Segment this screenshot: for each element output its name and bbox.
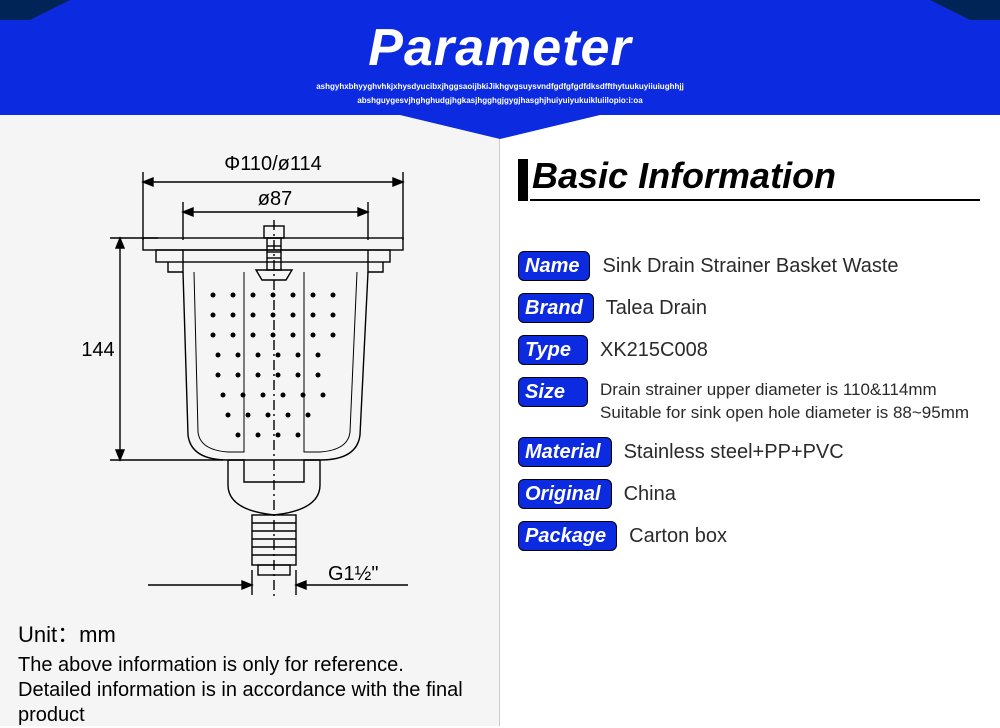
spec-label: Size bbox=[518, 377, 588, 407]
subtitle-line2: abshguygesvjhghghudgjhgkasjhgghgjgygjhas… bbox=[0, 96, 1000, 106]
spec-row: Type XK215C008 bbox=[518, 335, 980, 365]
spec-row: Package Carton box bbox=[518, 521, 980, 551]
spec-row: Material Stainless steel+PP+PVC bbox=[518, 437, 980, 467]
spec-label: Original bbox=[518, 479, 612, 509]
spec-value: Sink Drain Strainer Basket Waste bbox=[602, 251, 980, 280]
svg-text:144: 144 bbox=[81, 339, 114, 361]
spec-label: Type bbox=[518, 335, 588, 365]
spec-row: Original China bbox=[518, 479, 980, 509]
spec-value: XK215C008 bbox=[600, 335, 980, 364]
page-title: Parameter bbox=[0, 18, 1000, 78]
spec-label: Brand bbox=[518, 293, 594, 323]
spec-row: Size Drain strainer upper diameter is 110… bbox=[518, 377, 980, 425]
banner-arrow bbox=[400, 115, 600, 139]
spec-label: Name bbox=[518, 251, 590, 281]
section-accent-bar bbox=[518, 159, 528, 201]
reference-note: The above information is only for refere… bbox=[18, 653, 481, 728]
info-panel: Basic Information Name Sink Drain Straine… bbox=[500, 115, 1000, 726]
section-header: Basic Information bbox=[518, 155, 980, 201]
section-title: Basic Information bbox=[530, 155, 980, 201]
spec-value: Talea Drain bbox=[606, 293, 980, 322]
spec-row: Brand Talea Drain bbox=[518, 293, 980, 323]
diagram-panel: Φ110/ø114 ø87 bbox=[0, 115, 500, 726]
header-banner: Parameter ashgyhxbhyyghvhkjxhysdyucibxjh… bbox=[0, 0, 1000, 115]
svg-text:ø87: ø87 bbox=[258, 188, 292, 210]
svg-text:Φ110/ø114: Φ110/ø114 bbox=[224, 153, 322, 175]
content-area: Φ110/ø114 ø87 bbox=[0, 115, 1000, 726]
spec-list: Name Sink Drain Strainer Basket Waste Bran… bbox=[518, 251, 980, 551]
subtitle-line1: ashgyhxbhyyghvhkjxhysdyucibxjhggsaoijbki… bbox=[0, 82, 1000, 92]
spec-row: Name Sink Drain Strainer Basket Waste bbox=[518, 251, 980, 281]
strainer-diagram: Φ110/ø114 ø87 bbox=[28, 140, 468, 610]
spec-value: Stainless steel+PP+PVC bbox=[624, 437, 980, 466]
svg-text:G1½": G1½" bbox=[328, 563, 378, 585]
spec-value: Carton box bbox=[629, 521, 980, 550]
technical-drawing: Φ110/ø114 ø87 bbox=[18, 135, 478, 615]
spec-label: Material bbox=[518, 437, 612, 467]
unit-label: Unit：mm bbox=[18, 617, 481, 649]
spec-value: China bbox=[624, 479, 980, 508]
spec-value: Drain strainer upper diameter is 110&114… bbox=[600, 377, 980, 425]
spec-label: Package bbox=[518, 521, 617, 551]
